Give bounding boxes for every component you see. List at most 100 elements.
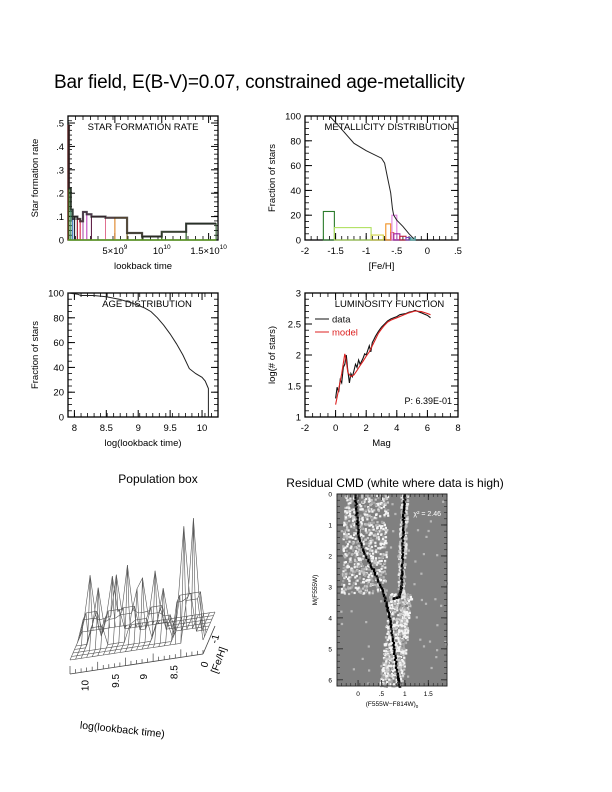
heatmap-cell xyxy=(391,608,394,611)
heatmap-cell xyxy=(403,592,406,596)
heatmap-cell xyxy=(400,650,403,653)
y-tick-label: 3 xyxy=(328,584,332,591)
heatmap-cell xyxy=(358,570,361,573)
heatmap-cell xyxy=(406,593,409,596)
heatmap-cell xyxy=(400,585,403,588)
heatmap-cell xyxy=(388,670,391,673)
heatmap-cell xyxy=(360,533,363,537)
heatmap-cell xyxy=(355,563,358,566)
heatmap-cell xyxy=(406,638,409,641)
heatmap-cell xyxy=(356,527,359,530)
heatmap-cell xyxy=(352,549,355,552)
heatmap-cell xyxy=(358,525,362,528)
heatmap-cell xyxy=(365,557,368,560)
heatmap-cell xyxy=(385,673,389,676)
heatmap-cell xyxy=(365,497,368,501)
heatmap-cell xyxy=(355,510,358,513)
heatmap-cell xyxy=(394,654,397,657)
heatmap-cell xyxy=(390,598,393,601)
heatmap-cell xyxy=(358,545,361,548)
heatmap-cell xyxy=(367,558,370,561)
heatmap-cell xyxy=(378,530,381,533)
heatmap-cell xyxy=(367,645,370,648)
heatmap-cell xyxy=(348,520,351,523)
y-tick-label: 1 xyxy=(296,413,301,424)
heatmap-cell xyxy=(392,641,396,645)
heatmap-cell xyxy=(368,579,371,582)
heatmap-cell xyxy=(360,543,363,546)
heatmap-cell xyxy=(360,537,363,540)
heatmap-cell xyxy=(356,563,359,566)
heatmap-cell xyxy=(353,563,356,566)
heatmap-cell xyxy=(406,531,409,534)
heatmap-cell xyxy=(401,556,404,559)
y-tick-label: 2.5 xyxy=(288,320,301,331)
heatmap-cell xyxy=(353,591,356,595)
heatmap-cell xyxy=(382,667,385,670)
heatmap-cell xyxy=(382,577,385,580)
heatmap-cell xyxy=(376,561,379,564)
x-tick-label: 8.5 xyxy=(169,665,180,679)
heatmap-cell xyxy=(383,663,386,666)
heatmap-cell xyxy=(400,563,404,566)
heatmap-cell xyxy=(405,506,408,510)
heatmap-cell xyxy=(392,618,395,621)
heatmap-cell xyxy=(362,551,365,554)
heatmap-cell xyxy=(399,535,402,538)
heatmap-cell xyxy=(376,523,379,527)
heatmap-cell xyxy=(386,501,389,504)
heatmap-cell xyxy=(375,549,378,552)
heatmap-cell xyxy=(386,666,389,669)
heatmap-cell xyxy=(382,679,385,682)
heatmap-cell xyxy=(405,545,408,548)
heatmap-cell xyxy=(376,588,379,591)
heatmap-cell xyxy=(361,657,364,660)
heatmap-cell xyxy=(364,574,367,577)
heatmap-cell xyxy=(344,529,347,532)
model-series-line xyxy=(335,310,431,405)
heatmap-cell xyxy=(368,549,372,552)
heatmap-cell xyxy=(343,576,346,579)
heatmap-cell xyxy=(401,528,405,532)
heatmap-cell xyxy=(356,552,359,555)
heatmap-cell xyxy=(372,552,375,555)
heatmap-cell xyxy=(399,550,402,553)
heatmap-cell xyxy=(384,636,388,639)
heatmap-cell xyxy=(340,622,344,626)
heatmap-cell xyxy=(429,520,432,523)
heatmap-cell xyxy=(390,672,394,676)
heatmap-cell xyxy=(385,641,388,644)
heatmap-cell xyxy=(405,652,408,655)
heatmap-cell xyxy=(400,598,403,601)
heatmap-cell xyxy=(382,674,385,677)
heatmap-cell xyxy=(349,510,352,513)
heatmap-cell xyxy=(379,585,382,588)
heatmap-cell xyxy=(356,553,359,556)
heatmap-cell xyxy=(357,531,360,534)
heatmap-cell xyxy=(343,583,346,587)
x-tick-label: 4 xyxy=(394,423,399,434)
heatmap-cell xyxy=(362,509,365,512)
heatmap-cell xyxy=(396,645,399,648)
heatmap-cell xyxy=(387,630,390,633)
heatmap-cell xyxy=(345,514,348,517)
heatmap-cell xyxy=(373,561,376,564)
heatmap-cell xyxy=(389,597,392,600)
heatmap-cell xyxy=(403,610,406,613)
heatmap-cell xyxy=(380,665,383,668)
heatmap-cell xyxy=(394,633,397,636)
heatmap-cell xyxy=(398,671,401,674)
heatmap-cell xyxy=(381,566,384,569)
heatmap-cell xyxy=(356,517,359,520)
heatmap-cell xyxy=(351,552,354,556)
heatmap-cell xyxy=(398,636,401,639)
heatmap-cell xyxy=(380,573,383,576)
heatmap-cell xyxy=(401,518,404,521)
heatmap-cell xyxy=(396,604,399,607)
heatmap-cell xyxy=(371,525,375,528)
heatmap-cell xyxy=(390,640,393,644)
heatmap-cell xyxy=(346,563,349,566)
heatmap-cell xyxy=(401,649,404,652)
heatmap-cell xyxy=(369,547,372,550)
heatmap-cell xyxy=(395,621,399,625)
